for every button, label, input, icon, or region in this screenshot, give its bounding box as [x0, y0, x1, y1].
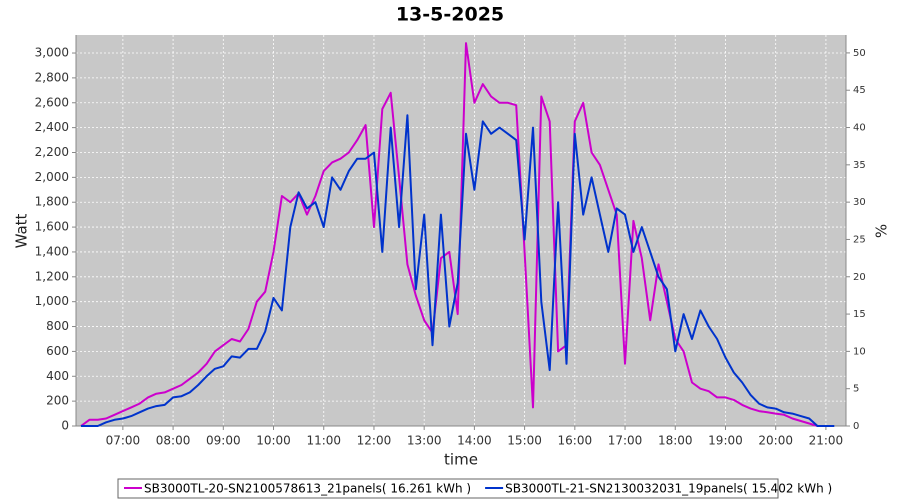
- legend: [117, 478, 779, 499]
- y-axis-label: Watt: [13, 213, 31, 248]
- x-tick-label: 15:00: [507, 434, 542, 448]
- y-tick-label: 2,600: [35, 95, 69, 109]
- y2-tick-label: 25: [853, 234, 866, 245]
- x-tick-label: 14:00: [457, 434, 492, 448]
- y-tick-label: 1,200: [35, 269, 69, 283]
- series-line: [80, 42, 818, 427]
- y-tick-label: 600: [46, 344, 69, 358]
- x-tick-label: 17:00: [608, 434, 643, 448]
- chart-title: 13-5-2025: [396, 4, 504, 26]
- x-tick-label: 20:00: [758, 434, 793, 448]
- legend-label: SB3000TL-21-SN2130032031_19panels( 15.40…: [505, 482, 832, 496]
- x-tick-label: 21:00: [809, 434, 844, 448]
- y-tick-label: 800: [46, 319, 69, 333]
- x-tick-label: 09:00: [206, 434, 241, 448]
- y-tick-label: 1,000: [35, 294, 69, 308]
- y-tick-label: 200: [46, 394, 69, 408]
- y2-tick-label: 45: [853, 85, 866, 96]
- y2-tick-label: 15: [853, 309, 866, 320]
- x-tick-label: 08:00: [156, 434, 191, 448]
- y-tick-label: 2,400: [35, 120, 69, 134]
- y2-tick-label: 10: [853, 346, 866, 357]
- x-axis-label: time: [444, 451, 478, 469]
- y2-tick-label: 20: [853, 272, 866, 283]
- y-tick-label: 3,000: [35, 46, 69, 60]
- y2-tick-label: 30: [853, 197, 866, 208]
- y2-tick-label: 50: [853, 48, 866, 59]
- x-tick-label: 18:00: [658, 434, 693, 448]
- x-tick-label: 16:00: [558, 434, 593, 448]
- y-tick-label: 1,800: [35, 195, 69, 209]
- y2-axis-label: %: [873, 224, 891, 238]
- y-tick-label: 400: [46, 369, 69, 383]
- x-tick-label: 07:00: [106, 434, 141, 448]
- y-tick-label: 2,800: [35, 70, 69, 84]
- series-line: [81, 114, 835, 427]
- y-tick-label: 2,000: [35, 170, 69, 184]
- y2-tick-label: 35: [853, 160, 866, 171]
- y2-tick-label: 0: [853, 421, 859, 432]
- x-tick-label: 11:00: [306, 434, 341, 448]
- x-tick-label: 19:00: [708, 434, 743, 448]
- y-tick-label: 1,400: [35, 244, 69, 258]
- y2-tick-label: 40: [853, 123, 866, 134]
- x-tick-label: 12:00: [357, 434, 392, 448]
- y2-tick-label: 5: [853, 384, 859, 395]
- y-tick-label: 2,200: [35, 145, 69, 159]
- x-tick-label: 13:00: [407, 434, 442, 448]
- y-tick-label: 0: [61, 419, 69, 433]
- x-tick-label: 10:00: [256, 434, 291, 448]
- legend-label: SB3000TL-20-SN2100578613_21panels( 16.26…: [144, 482, 471, 496]
- y-tick-label: 1,600: [35, 220, 69, 234]
